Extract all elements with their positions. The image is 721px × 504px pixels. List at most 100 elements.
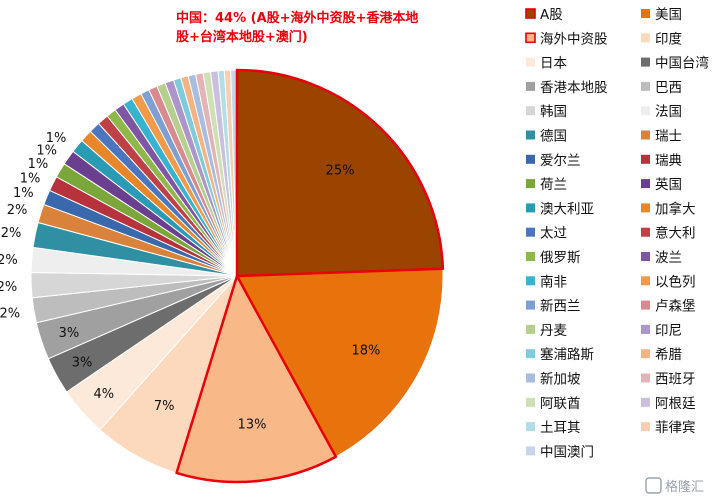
slice-label-3: 7% <box>154 399 175 414</box>
legend-item-18: 太过 <box>526 226 568 242</box>
legend-label-17: 加拿大 <box>655 200 696 217</box>
legend-swatch-20 <box>526 252 535 261</box>
legend-label-11: 瑞士 <box>655 129 682 145</box>
legend-swatch-21 <box>641 252 650 261</box>
legend-swatch-35 <box>641 422 650 432</box>
legend-label-10: 德国 <box>540 129 567 145</box>
legend-item-2: 海外中资股 <box>525 31 608 47</box>
legend-item-22: 南非 <box>526 274 567 290</box>
legend-label-16: 澳大利亚 <box>540 201 594 217</box>
watermark: 格隆汇 <box>645 477 704 495</box>
slice-label-15: 1% <box>36 144 57 159</box>
legend-swatch-19 <box>641 227 650 237</box>
legend-item-29: 希腊 <box>641 347 682 363</box>
legend-swatch-8 <box>526 106 535 116</box>
slice-label-14: 1% <box>28 157 49 172</box>
slice-label-12: 1% <box>13 186 34 201</box>
legend-swatch-5 <box>641 57 650 67</box>
legend-label-32: 阿联酋 <box>540 395 581 412</box>
china-highlight-outline <box>175 68 445 484</box>
legend-label-30: 新加坡 <box>540 372 581 388</box>
legend-item-7: 巴西 <box>641 80 682 96</box>
legend-item-25: 卢森堡 <box>641 299 696 315</box>
legend-swatch-17 <box>641 203 650 213</box>
legend-item-10: 德国 <box>526 129 567 145</box>
legend-swatch-9 <box>641 106 650 116</box>
legend-label-36: 中国澳门 <box>540 444 594 460</box>
legend-item-31: 西班牙 <box>641 372 696 388</box>
legend-swatch-0 <box>525 8 536 19</box>
highlight-outline-2 <box>175 274 338 484</box>
legend-item-27: 印尼 <box>641 323 682 339</box>
legend-item-6: 香港本地股 <box>526 80 608 96</box>
legend-label-20: 俄罗斯 <box>540 250 581 266</box>
legend-item-24: 新西兰 <box>526 299 581 315</box>
legend-label-34: 土耳其 <box>540 420 581 436</box>
legend-swatch-18 <box>526 227 535 237</box>
legend-label-2: 海外中资股 <box>540 31 608 47</box>
legend-swatch-31 <box>641 373 650 383</box>
watermark-logo-icon <box>645 477 662 494</box>
legend-label-8: 韩国 <box>540 104 567 120</box>
legend-label-5: 中国台湾 <box>655 55 709 72</box>
legend-label-22: 南非 <box>540 274 567 290</box>
slice-label-10: 2% <box>1 226 22 241</box>
slice-label-5: 3% <box>72 356 93 371</box>
legend-item-3: 印度 <box>641 31 682 47</box>
legend-label-25: 卢森堡 <box>655 299 696 315</box>
legend-swatch-2 <box>525 32 536 44</box>
legend-label-0: A股 <box>540 7 563 23</box>
legend-label-18: 太过 <box>540 226 568 242</box>
legend-label-31: 西班牙 <box>655 372 696 388</box>
legend-swatch-16 <box>526 203 535 213</box>
legend-swatch-1 <box>641 9 650 18</box>
legend-swatch-4 <box>526 57 535 67</box>
legend-item-19: 意大利 <box>641 225 696 242</box>
legend-item-0: A股 <box>525 7 563 23</box>
slice-label-13: 1% <box>20 171 41 186</box>
legend-item-33: 阿根廷 <box>641 396 696 412</box>
legend-swatch-28 <box>526 349 535 359</box>
legend-swatch-30 <box>526 373 535 383</box>
legend-label-29: 希腊 <box>655 347 682 363</box>
legend-swatch-33 <box>641 397 650 407</box>
legend-swatch-6 <box>526 81 535 91</box>
slice-label-0: 25% <box>326 163 355 178</box>
legend-label-12: 爱尔兰 <box>540 153 581 169</box>
legend-swatch-29 <box>641 349 650 359</box>
legend-label-15: 英国 <box>655 176 682 193</box>
legend-item-8: 韩国 <box>526 104 567 120</box>
legend-swatch-23 <box>641 276 650 286</box>
legend-item-20: 俄罗斯 <box>526 250 581 266</box>
legend-label-27: 印尼 <box>655 323 682 339</box>
legend-item-4: 日本 <box>526 56 568 72</box>
legend-label-3: 印度 <box>655 31 682 47</box>
legend-item-12: 爱尔兰 <box>526 153 581 169</box>
pie-slices <box>30 69 444 483</box>
china-annotation: 中国：44% (A股+海外中资股+香港本地 股+台湾本地股+澳门) <box>176 10 418 45</box>
legend-label-9: 法国 <box>655 104 682 120</box>
watermark-text: 格隆汇 <box>665 479 704 495</box>
slice-label-1: 18% <box>351 343 380 358</box>
slice-label-11: 2% <box>7 203 28 218</box>
legend-label-19: 意大利 <box>655 225 696 242</box>
legend-swatch-13 <box>641 154 650 164</box>
legend-label-35: 菲律宾 <box>655 420 696 436</box>
legend-item-14: 荷兰 <box>526 177 567 193</box>
legend-swatch-12 <box>526 154 535 164</box>
slice-label-8: 2% <box>0 280 17 295</box>
legend-label-26: 丹麦 <box>540 323 568 339</box>
legend-item-28: 塞浦路斯 <box>526 346 594 363</box>
annotation-line-1: 中国：44% (A股+海外中资股+香港本地 <box>176 10 418 26</box>
legend-item-15: 英国 <box>641 176 682 193</box>
slice-label-6: 3% <box>59 326 80 341</box>
legend-item-35: 菲律宾 <box>641 420 696 436</box>
legend-label-33: 阿根廷 <box>655 396 696 412</box>
legend-label-23: 以色列 <box>655 273 696 290</box>
legend-swatch-7 <box>641 81 650 91</box>
legend-swatch-36 <box>526 446 535 456</box>
legend-item-5: 中国台湾 <box>641 55 709 72</box>
legend-label-7: 巴西 <box>655 80 682 96</box>
